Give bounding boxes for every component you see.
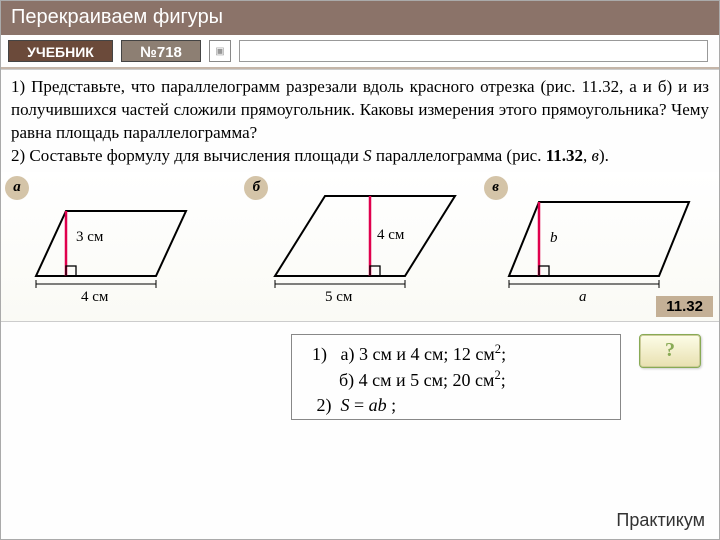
problem-number-badge: №718	[121, 40, 201, 62]
footer-label: Практикум	[616, 510, 705, 531]
svg-text:b: b	[550, 230, 558, 246]
answers-box: 1) а) 3 см и 4 см; 12 см2; б) 4 см и 5 с…	[291, 334, 621, 420]
thumbnail-icon: ▣	[209, 40, 231, 62]
answer-line-1: 1) а) 3 см и 4 см; 12 см2;	[312, 341, 610, 367]
answer-line-2: б) 4 см и 5 см; 20 см2;	[312, 367, 610, 393]
figure-b: б 4 см 5 см	[240, 172, 479, 321]
textbook-badge: УЧЕБНИК	[8, 40, 113, 62]
figures-row: а 3 см 4 см б 4 см 5 см в	[1, 172, 719, 322]
svg-text:3 см: 3 см	[76, 229, 104, 245]
problem-part-1: 1) Представьте, что параллелограмм разре…	[11, 76, 709, 145]
problem-text: 1) Представьте, что параллелограмм разре…	[1, 69, 719, 172]
figure-label-b: б	[244, 176, 268, 200]
page-title: Перекраиваем фигуры	[11, 6, 223, 28]
figure-ref-badge: 11.32	[656, 296, 713, 317]
answer-input[interactable]	[239, 40, 708, 62]
problem-part-2: 2) Составьте формулу для вычисления площ…	[11, 145, 709, 168]
answer-line-3: 2) S = ab ;	[312, 393, 610, 418]
figure-label-c: в	[484, 176, 508, 200]
hint-button[interactable]: ?	[639, 334, 701, 368]
toolbar: УЧЕБНИК №718 ▣	[1, 35, 719, 69]
svg-text:5 см: 5 см	[325, 289, 353, 305]
title-bar: Перекраиваем фигуры	[1, 1, 719, 35]
parallelogram-a: 3 см 4 см	[26, 186, 216, 306]
figure-a: а 3 см 4 см	[1, 172, 240, 321]
parallelogram-b: 4 см 5 см	[255, 181, 465, 311]
parallelogram-c: b a	[494, 184, 704, 309]
figure-label-a: а	[5, 176, 29, 200]
svg-text:a: a	[579, 289, 587, 305]
svg-text:4 см: 4 см	[81, 289, 109, 305]
svg-text:4 см: 4 см	[377, 227, 405, 243]
